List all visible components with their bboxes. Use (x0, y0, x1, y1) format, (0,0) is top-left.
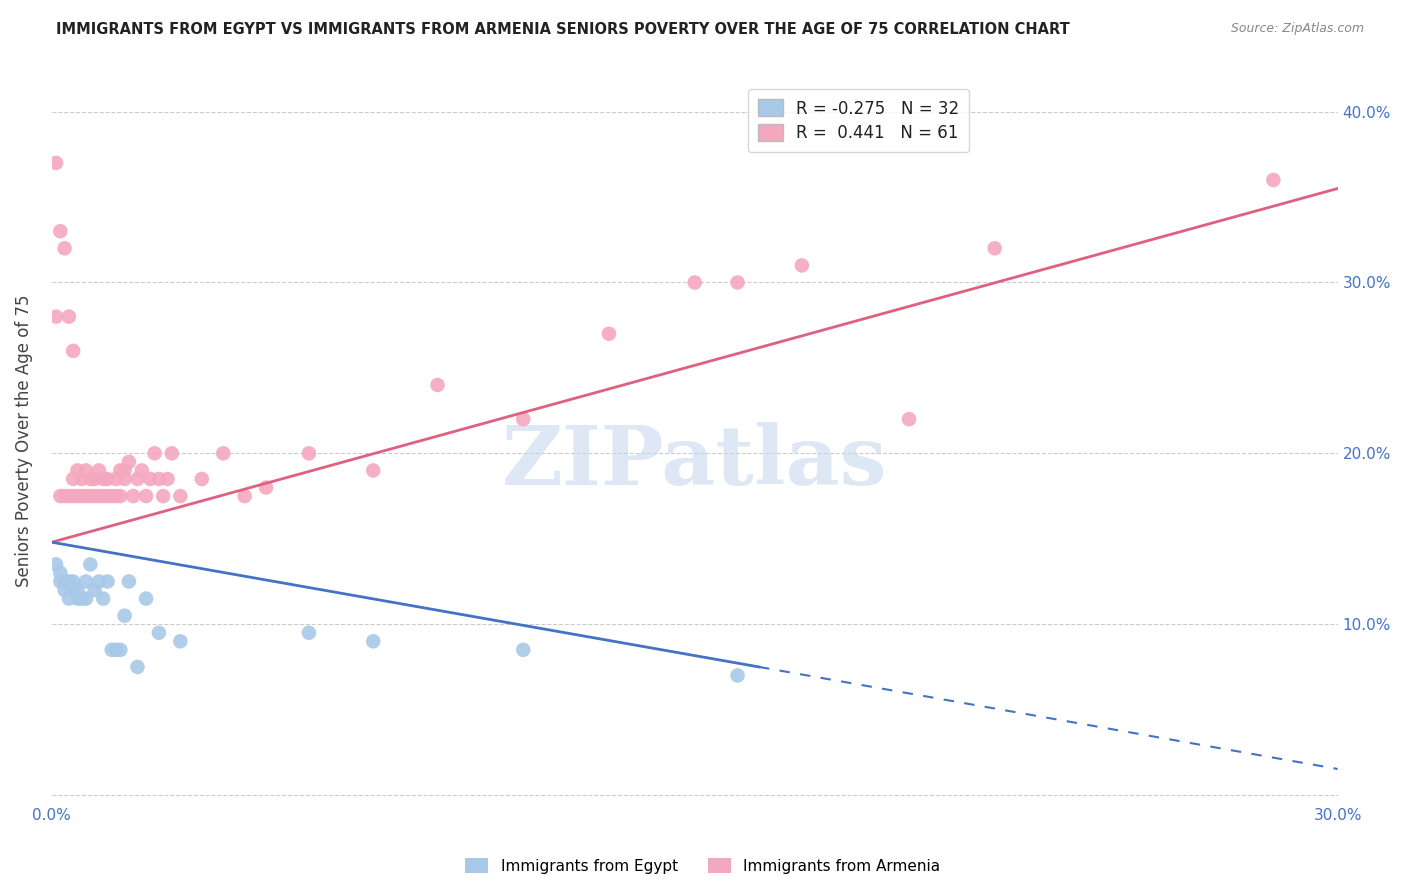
Point (100, 643, 122, 657)
Point (75, 463, 97, 477)
Point (62, 489, 84, 503)
Point (598, 326, 620, 341)
Point (148, 625, 170, 640)
Legend: R = -0.275   N = 32, R =  0.441   N = 61: R = -0.275 N = 32, R = 0.441 N = 61 (748, 89, 969, 153)
Point (426, 378, 449, 392)
Point (87, 574, 110, 589)
Point (53, 574, 76, 589)
Point (212, 446, 235, 460)
Point (45, 156, 67, 170)
Point (75, 574, 97, 589)
Point (83, 582, 105, 597)
Point (191, 472, 214, 486)
Y-axis label: Seniors Poverty Over the Age of 75: Seniors Poverty Over the Age of 75 (15, 294, 32, 587)
Point (96, 472, 118, 486)
Text: IMMIGRANTS FROM EGYPT VS IMMIGRANTS FROM ARMENIA SENIORS POVERTY OVER THE AGE OF: IMMIGRANTS FROM EGYPT VS IMMIGRANTS FROM… (56, 22, 1070, 37)
Point (512, 643, 534, 657)
Point (127, 660, 149, 674)
Point (169, 489, 191, 503)
Point (114, 608, 136, 623)
Point (983, 241, 1005, 255)
Point (45, 310, 67, 324)
Point (58, 591, 80, 606)
Point (727, 276, 749, 290)
Point (122, 489, 145, 503)
Point (58, 574, 80, 589)
Point (83, 489, 105, 503)
Point (298, 625, 321, 640)
Point (91, 489, 114, 503)
Point (70, 489, 93, 503)
Point (233, 489, 256, 503)
Point (49, 489, 72, 503)
Point (361, 463, 384, 477)
Point (79, 558, 101, 572)
Point (105, 472, 128, 486)
Point (83, 472, 105, 486)
Point (53, 489, 76, 503)
Point (254, 481, 277, 495)
Point (512, 412, 534, 426)
Text: ZIPatlas: ZIPatlas (502, 422, 887, 502)
Point (135, 591, 157, 606)
Point (62, 472, 84, 486)
Point (169, 634, 191, 648)
Point (62, 343, 84, 358)
Point (79, 472, 101, 486)
Point (114, 463, 136, 477)
Point (49, 574, 72, 589)
Point (110, 643, 132, 657)
Point (91, 472, 114, 486)
Point (79, 489, 101, 503)
Point (62, 582, 84, 597)
Point (87, 463, 110, 477)
Point (135, 489, 157, 503)
Point (143, 446, 166, 460)
Point (683, 276, 706, 290)
Point (96, 574, 118, 589)
Point (70, 472, 93, 486)
Point (49, 224, 72, 238)
Legend: Immigrants from Egypt, Immigrants from Armenia: Immigrants from Egypt, Immigrants from A… (460, 852, 946, 880)
Point (131, 463, 153, 477)
Point (898, 412, 921, 426)
Point (75, 489, 97, 503)
Point (96, 489, 118, 503)
Point (49, 566, 72, 580)
Point (298, 446, 321, 460)
Point (118, 455, 141, 469)
Point (118, 574, 141, 589)
Point (148, 472, 170, 486)
Point (160, 446, 183, 460)
Point (53, 241, 76, 255)
Point (58, 310, 80, 324)
Point (127, 472, 149, 486)
Point (790, 259, 813, 273)
Point (91, 591, 114, 606)
Point (110, 489, 132, 503)
Point (105, 489, 128, 503)
Point (70, 591, 93, 606)
Point (58, 489, 80, 503)
Point (75, 591, 97, 606)
Point (114, 472, 136, 486)
Point (66, 582, 89, 597)
Point (87, 489, 110, 503)
Point (100, 489, 122, 503)
Point (45, 558, 67, 572)
Point (53, 582, 76, 597)
Point (66, 463, 89, 477)
Point (62, 574, 84, 589)
Point (361, 634, 384, 648)
Point (156, 472, 179, 486)
Point (727, 668, 749, 682)
Point (110, 463, 132, 477)
Point (66, 489, 89, 503)
Point (152, 489, 174, 503)
Point (105, 643, 128, 657)
Text: Source: ZipAtlas.com: Source: ZipAtlas.com (1230, 22, 1364, 36)
Point (139, 472, 162, 486)
Point (66, 591, 89, 606)
Point (1263, 173, 1285, 187)
